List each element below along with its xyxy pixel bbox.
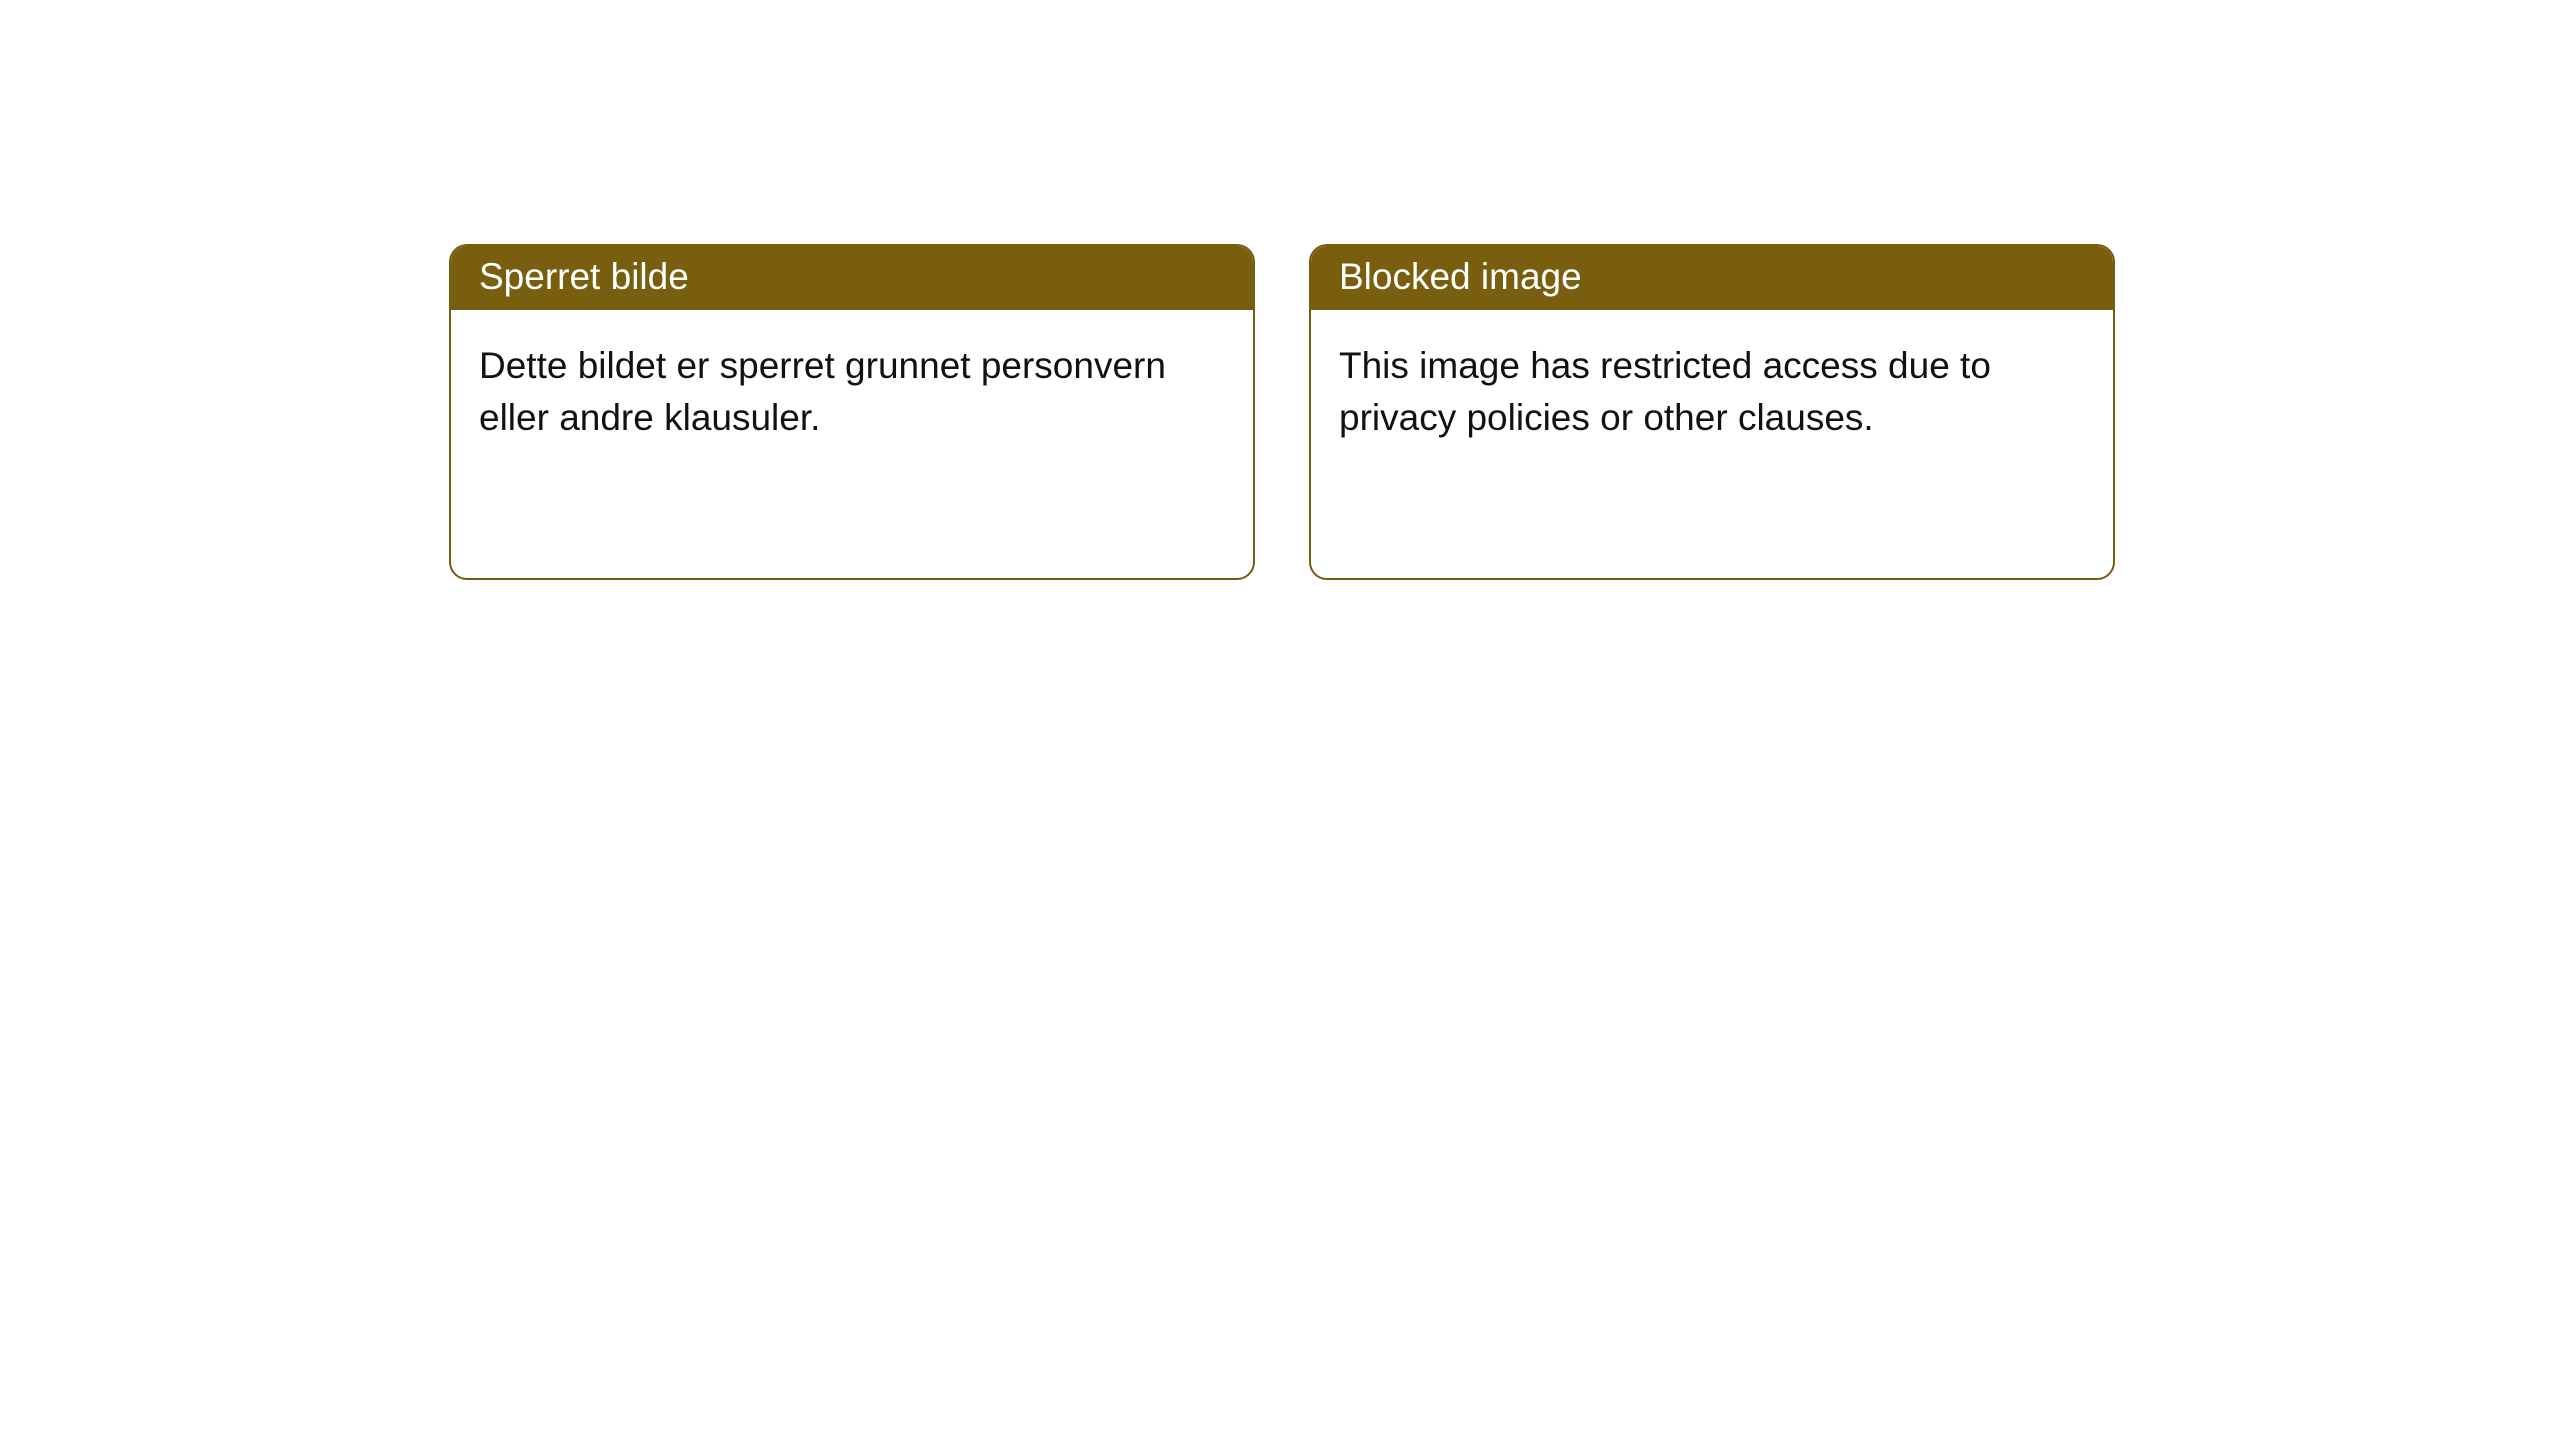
notice-title-english: Blocked image [1311,246,2113,310]
notice-title-norwegian: Sperret bilde [451,246,1253,310]
notice-container: Sperret bilde Dette bildet er sperret gr… [0,0,2560,580]
notice-card-norwegian: Sperret bilde Dette bildet er sperret gr… [449,244,1255,580]
notice-body-english: This image has restricted access due to … [1311,310,2113,472]
notice-body-norwegian: Dette bildet er sperret grunnet personve… [451,310,1253,472]
notice-card-english: Blocked image This image has restricted … [1309,244,2115,580]
